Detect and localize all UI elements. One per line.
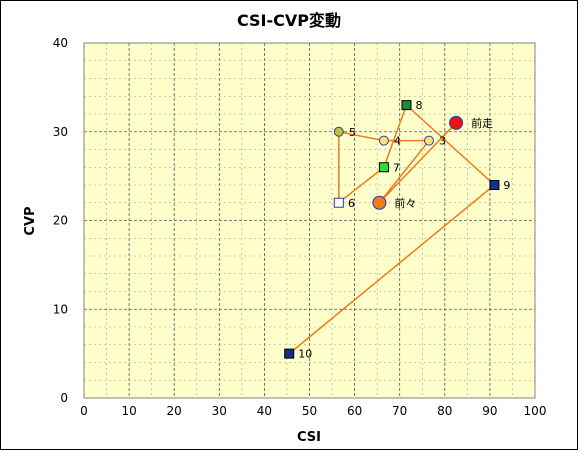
x-tick-label: 80 <box>437 404 452 418</box>
axis-ticks: 0 10 20 30 40 50 60 70 80 90 100 0 10 20 30 40 <box>53 36 547 418</box>
y-tick-label: 30 <box>53 125 68 139</box>
data-label: 9 <box>503 179 510 192</box>
data-label: 10 <box>298 348 312 361</box>
data-point <box>378 162 389 173</box>
data-label: 7 <box>393 161 400 174</box>
data-point <box>284 348 295 359</box>
data-label: 5 <box>349 126 356 139</box>
chart-title: CSI-CVP変動 <box>237 11 341 30</box>
y-tick-label: 40 <box>53 36 68 50</box>
x-tick-label: 20 <box>167 404 182 418</box>
x-tick-label: 40 <box>257 404 272 418</box>
x-tick-label: 70 <box>392 404 407 418</box>
x-tick-label: 90 <box>482 404 497 418</box>
data-point <box>401 100 412 111</box>
data-point <box>333 126 344 137</box>
data-label: 4 <box>394 135 401 148</box>
data-points: 10 9 8 7 6 5 4 3 前々 前走 <box>284 99 510 361</box>
y-tick-label: 0 <box>60 391 68 405</box>
data-label: 前々 <box>394 196 416 210</box>
data-point <box>333 197 344 208</box>
x-tick-label: 50 <box>302 404 317 418</box>
y-axis-label: CVP <box>23 206 38 235</box>
x-tick-label: 100 <box>524 404 547 418</box>
data-point <box>489 180 500 190</box>
data-label: 6 <box>348 197 355 210</box>
data-label: 前走 <box>471 116 493 130</box>
data-point <box>449 115 464 130</box>
x-tick-label: 10 <box>121 404 136 418</box>
x-tick-label: 0 <box>80 404 88 418</box>
plot-border <box>83 42 536 399</box>
y-tick-label: 10 <box>53 302 68 316</box>
x-axis-label: CSI <box>297 430 321 445</box>
data-label: 8 <box>415 99 422 112</box>
y-tick-label: 20 <box>53 214 68 228</box>
data-point <box>372 195 387 210</box>
data-point <box>424 135 435 146</box>
series-line <box>288 103 496 355</box>
x-tick-label: 30 <box>212 404 227 418</box>
data-point <box>378 135 389 146</box>
x-tick-label: 60 <box>347 404 362 418</box>
data-label: 3 <box>439 135 446 148</box>
